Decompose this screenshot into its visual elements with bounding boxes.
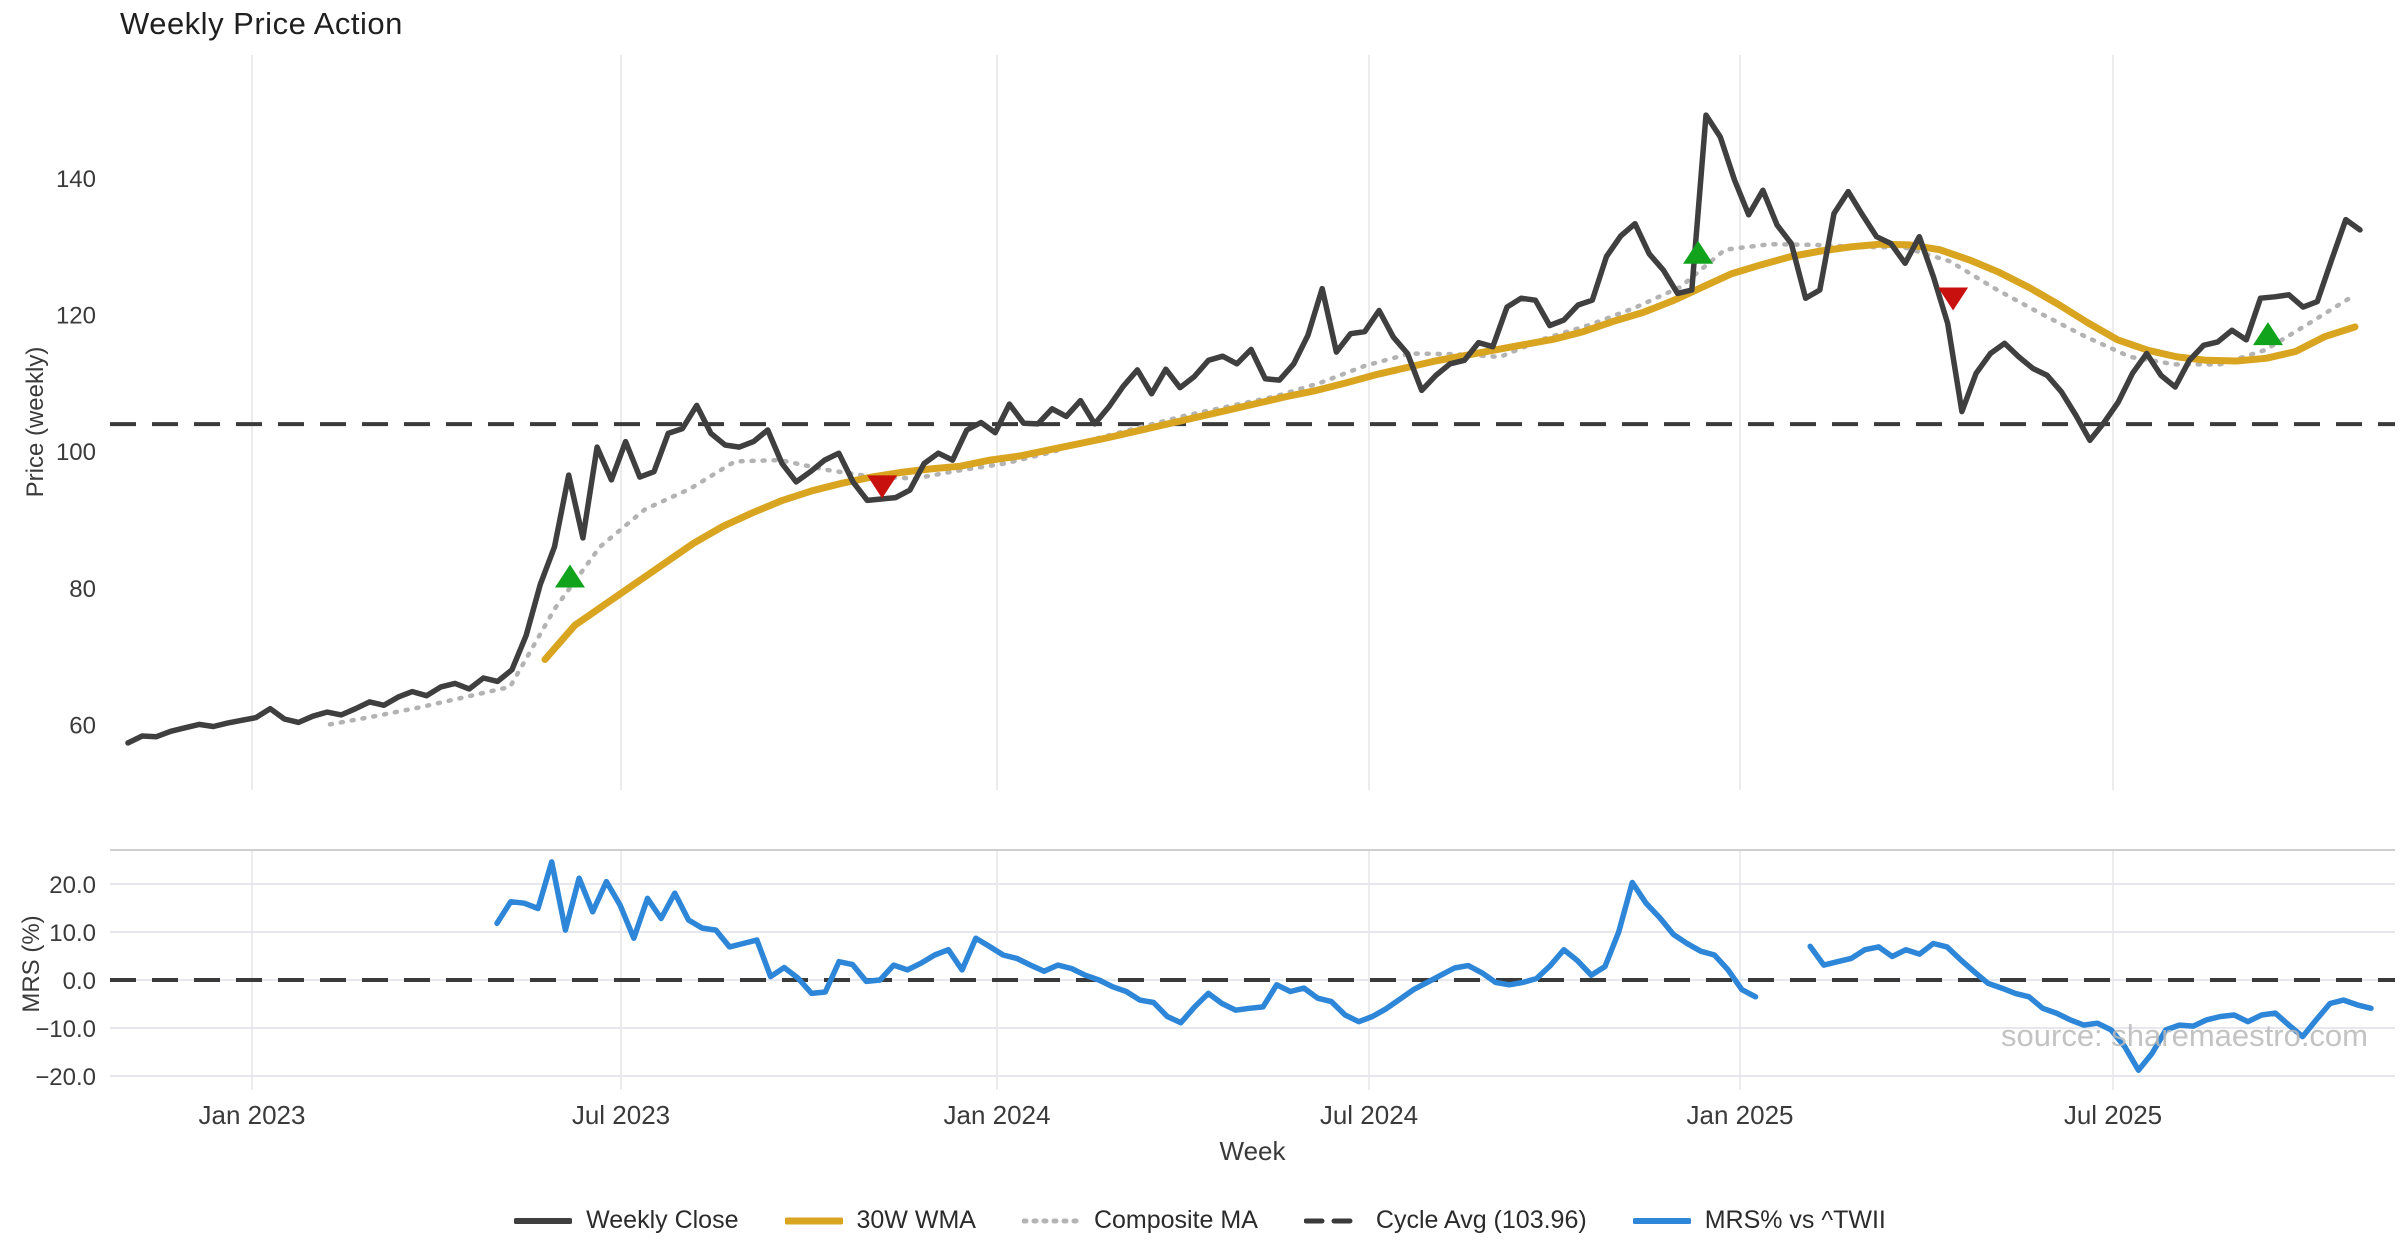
watermark: source: sharemaestro.com: [2001, 1018, 2368, 1053]
series-composite-ma: [327, 241, 2358, 727]
legend-swatch-dashed-icon: [1303, 1218, 1362, 1223]
x-tick-label: Jan 2025: [1687, 1100, 1794, 1130]
legend: Weekly Close 30W WMA Composite MA Cycle Avg…: [0, 1206, 2400, 1235]
buy-signal-marker: [1683, 240, 1714, 264]
x-tick-label: Jul 2023: [572, 1100, 670, 1130]
legend-label: Composite MA: [1093, 1206, 1258, 1234]
mrs-ytick-label: −10.0: [35, 1016, 96, 1043]
mrs-ytick-label: −20.0: [35, 1064, 96, 1091]
legend-item-mrs-vs-twii[interactable]: MRS% vs ^TWII: [1632, 1206, 1886, 1235]
price-ytick-label: 120: [56, 303, 96, 330]
price-ytick-label: 80: [69, 576, 96, 603]
series-mrs: [494, 859, 2374, 1073]
sell-signal-marker: [1938, 287, 1969, 311]
legend-swatch-dotted-icon: [1021, 1218, 1080, 1223]
price-ytick-label: 100: [56, 439, 96, 466]
legend-label: 30W WMA: [856, 1206, 976, 1234]
sell-signal-marker: [867, 475, 898, 499]
legend-item-weekly-close[interactable]: Weekly Close: [514, 1206, 739, 1235]
x-tick-label: Jan 2024: [943, 1100, 1050, 1130]
price-ytick-label: 140: [56, 166, 96, 193]
x-tick-label: Jul 2025: [2064, 1100, 2162, 1130]
x-axis-label: Week: [1219, 1136, 1286, 1166]
legend-swatch-solid-icon: [514, 1217, 573, 1224]
legend-swatch-solid-icon: [784, 1217, 843, 1224]
legend-item-cycle-avg-103-96[interactable]: Cycle Avg (103.96): [1303, 1206, 1587, 1235]
chart-title: Weekly Price Action: [120, 6, 403, 41]
x-tick-label: Jan 2023: [198, 1100, 305, 1130]
y-axis-label-mrs: MRS (%): [18, 915, 45, 1013]
mrs-ytick-label: 0.0: [63, 968, 96, 995]
price-ytick-label: 60: [69, 712, 96, 739]
x-tick-label: Jul 2024: [1320, 1100, 1418, 1130]
mrs-ytick-label: 10.0: [49, 920, 96, 947]
legend-label: MRS% vs ^TWII: [1704, 1206, 1886, 1234]
buy-signal-marker: [554, 564, 585, 588]
buy-signal-marker: [2252, 322, 2283, 346]
series-30w-wma: [541, 240, 2359, 663]
y-axis-label-price: Price (weekly): [22, 346, 49, 498]
legend-swatch-solid-icon: [1632, 1217, 1691, 1224]
legend-label: Weekly Close: [586, 1206, 739, 1234]
legend-label: Cycle Avg (103.96): [1375, 1206, 1587, 1234]
legend-item-30w-wma[interactable]: 30W WMA: [784, 1206, 976, 1235]
legend-item-composite-ma[interactable]: Composite MA: [1021, 1206, 1258, 1235]
series-weekly-close: [125, 112, 2363, 746]
mrs-ytick-label: 20.0: [49, 872, 96, 899]
